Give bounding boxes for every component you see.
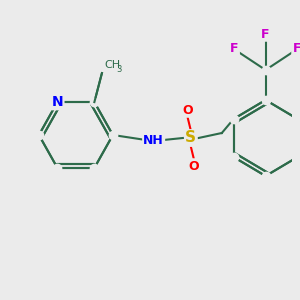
Text: 3: 3 xyxy=(116,65,122,74)
Text: F: F xyxy=(292,43,300,56)
Text: O: O xyxy=(182,103,193,116)
Text: O: O xyxy=(182,103,193,116)
Text: NH: NH xyxy=(143,134,164,146)
Text: F: F xyxy=(230,43,239,56)
Text: F: F xyxy=(230,43,239,56)
Text: NH: NH xyxy=(143,134,164,146)
Text: F: F xyxy=(261,28,270,40)
Text: CH: CH xyxy=(104,60,121,70)
Text: N: N xyxy=(52,95,63,109)
Text: S: S xyxy=(185,130,196,146)
Text: O: O xyxy=(188,160,199,172)
Text: O: O xyxy=(188,160,199,172)
Text: F: F xyxy=(261,28,270,40)
Text: F: F xyxy=(292,43,300,56)
Text: S: S xyxy=(185,130,196,146)
Text: N: N xyxy=(52,95,63,109)
